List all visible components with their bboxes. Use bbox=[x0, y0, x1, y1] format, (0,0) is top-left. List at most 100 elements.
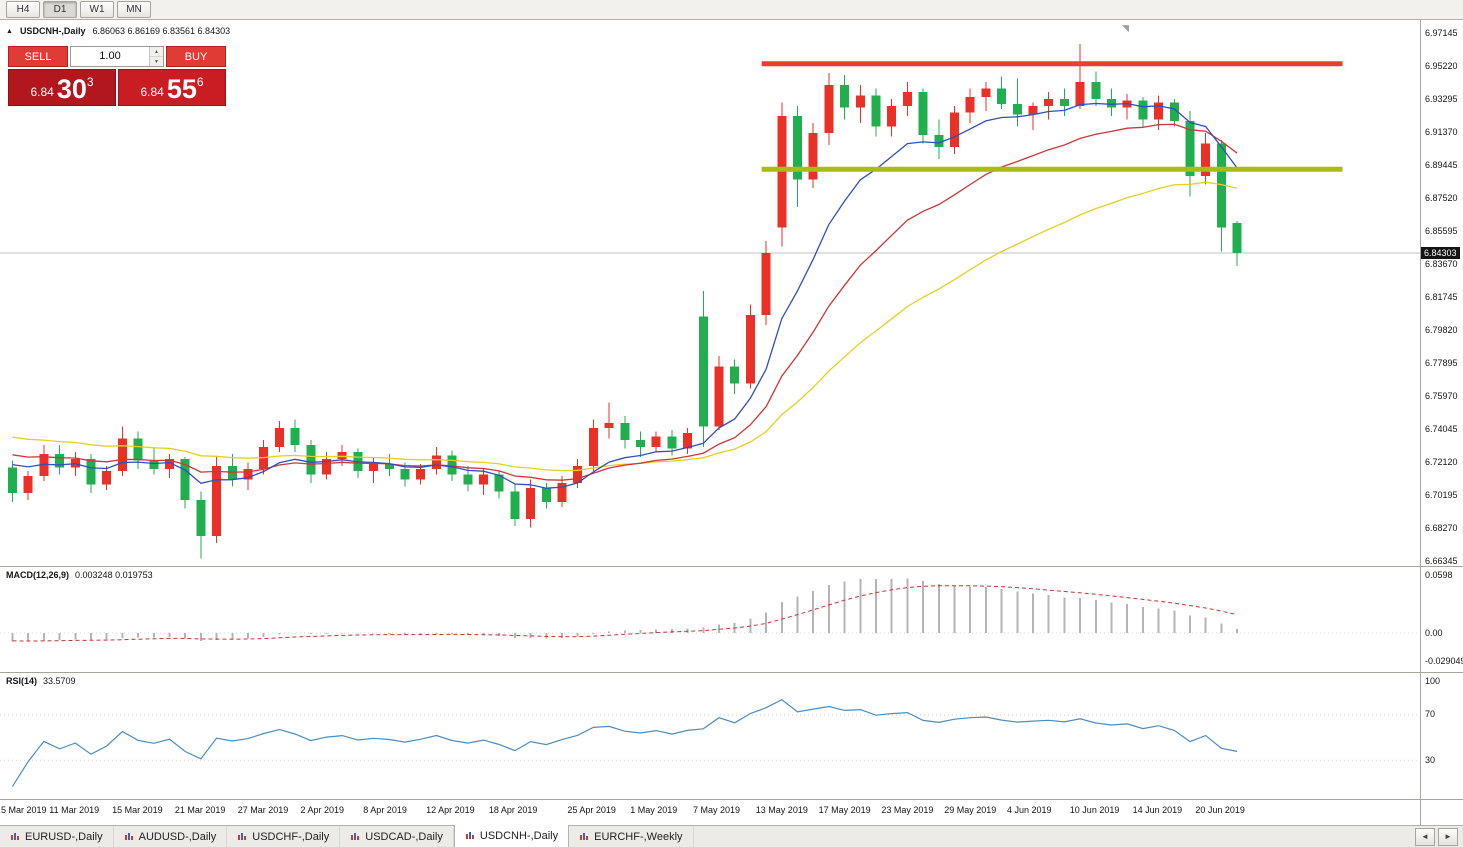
price-axis-label: 6.87520 bbox=[1425, 192, 1458, 203]
buy-button[interactable]: BUY bbox=[166, 46, 226, 67]
volume-down-icon[interactable]: ▼ bbox=[150, 57, 163, 66]
tab-scroll-right-icon[interactable]: ► bbox=[1438, 827, 1458, 846]
chart-tab-icon bbox=[11, 832, 19, 840]
candle-body bbox=[102, 470, 112, 485]
chart-tab-label: EURCHF-,Weekly bbox=[594, 830, 683, 843]
chart-tab-usdchf[interactable]: USDCHF-,Daily bbox=[227, 826, 341, 847]
rsi-line[interactable] bbox=[11, 698, 1238, 787]
chart-tab-usdcnh[interactable]: USDCNH-,Daily bbox=[453, 825, 570, 847]
main-chart-pane[interactable]: ▲ USDCNH-,Daily 6.86063 6.86169 6.83561 … bbox=[0, 20, 1420, 566]
sell-price-figure: 6.84 bbox=[30, 85, 54, 99]
date-axis-label: 11 Mar 2019 bbox=[49, 805, 100, 815]
candle-body bbox=[950, 112, 959, 147]
chart-ohlc-readout: 6.86063 6.86169 6.83561 6.84303 bbox=[92, 26, 231, 36]
candle-body bbox=[384, 464, 394, 470]
buy-price-figure: 6.84 bbox=[140, 85, 164, 99]
buy-price-point: 6 bbox=[196, 75, 204, 89]
pane-divider[interactable] bbox=[0, 672, 1463, 673]
macd-histogram[interactable] bbox=[11, 578, 1239, 642]
tab-scroll-left-icon[interactable]: ◄ bbox=[1415, 827, 1435, 846]
volume-up-icon[interactable]: ▲ bbox=[150, 47, 163, 57]
macd-axis-label: 0.00 bbox=[1425, 627, 1443, 638]
chart-tab-label: EURUSD-,Daily bbox=[25, 830, 103, 843]
timeframe-button-h4[interactable]: H4 bbox=[6, 1, 40, 18]
ma-line-mid[interactable] bbox=[12, 123, 1238, 481]
candle-body bbox=[1185, 121, 1195, 177]
price-axis-label: 6.89445 bbox=[1425, 159, 1458, 170]
candle-body bbox=[149, 460, 159, 470]
volume-input[interactable]: 1.00 bbox=[99, 50, 121, 62]
candle-body bbox=[557, 482, 567, 502]
one-click-trading-panel: SELL 1.00 ▲ ▼ BUY 6.84 30 3 6.84 bbox=[8, 46, 226, 106]
timeframe-button-mn[interactable]: MN bbox=[117, 1, 151, 18]
candle-body bbox=[1201, 143, 1211, 177]
candle-body bbox=[541, 488, 551, 502]
candle-body bbox=[808, 133, 818, 180]
symbol-marker-icon: ▲ bbox=[6, 27, 13, 35]
rsi-indicator-pane[interactable]: RSI(14) 33.5709 bbox=[0, 673, 1420, 799]
timeframe-toolbar: H4 D1 W1 MN bbox=[0, 0, 1463, 20]
date-axis-label: 10 Jun 2019 bbox=[1069, 805, 1120, 815]
chart-tab-icon bbox=[465, 832, 474, 839]
chart-tab-audusd[interactable]: AUDUSD-,Daily bbox=[114, 826, 228, 847]
candle-body bbox=[133, 438, 143, 461]
candle-body bbox=[86, 458, 96, 485]
price-axis-label: 6.72120 bbox=[1425, 456, 1458, 467]
candle-body bbox=[1216, 143, 1226, 228]
candle-body bbox=[1107, 98, 1116, 108]
candle-body bbox=[730, 366, 740, 384]
rsi-value: 33.5709 bbox=[43, 676, 76, 686]
date-axis-label: 29 May 2019 bbox=[944, 805, 997, 815]
candle-body bbox=[180, 458, 190, 501]
candle-body bbox=[588, 428, 598, 466]
sell-price-button[interactable]: 6.84 30 3 bbox=[8, 69, 116, 106]
candle-body bbox=[997, 88, 1007, 105]
timeframe-button-d1[interactable]: D1 bbox=[43, 1, 77, 18]
chart-tab-eurusd[interactable]: EURUSD-,Daily bbox=[0, 826, 114, 847]
candle-body bbox=[117, 438, 127, 471]
candle-body bbox=[322, 458, 331, 475]
chart-tab-eurchf[interactable]: EURCHF-,Weekly bbox=[569, 826, 694, 847]
candle-body bbox=[1169, 102, 1179, 122]
candle-body bbox=[431, 455, 441, 470]
sell-button[interactable]: SELL bbox=[8, 46, 68, 67]
candle-body bbox=[824, 85, 834, 134]
candlestick-series[interactable] bbox=[8, 44, 1242, 559]
date-axis-label: 4 Jun 2019 bbox=[1007, 805, 1052, 815]
macd-indicator-pane[interactable]: MACD(12,26,9) 0.003248 0.019753 bbox=[0, 567, 1420, 672]
chart-tab-icon bbox=[238, 832, 247, 840]
candle-body bbox=[651, 436, 661, 447]
price-axis-label: 6.68270 bbox=[1425, 522, 1458, 533]
chart-header: ▲ USDCNH-,Daily 6.86063 6.86169 6.83561 … bbox=[6, 26, 230, 36]
macd-label: MACD(12,26,9) bbox=[6, 570, 70, 580]
candle-body bbox=[510, 491, 520, 519]
date-axis-label: 8 Apr 2019 bbox=[363, 805, 407, 815]
macd-axis-label: 0.0598 bbox=[1425, 569, 1453, 580]
macd-values: 0.003248 0.019753 bbox=[75, 570, 153, 580]
ma-line-fast[interactable] bbox=[12, 102, 1238, 489]
candle-body bbox=[777, 116, 787, 228]
candle-body bbox=[871, 95, 881, 127]
macd-signal-line[interactable] bbox=[12, 585, 1238, 642]
candle-body bbox=[965, 97, 975, 113]
buy-price-button[interactable]: 6.84 55 6 bbox=[118, 69, 226, 106]
price-axis-label: 6.83670 bbox=[1425, 258, 1458, 269]
candle-body bbox=[902, 92, 912, 106]
chart-tab-usdcad[interactable]: USDCAD-,Daily bbox=[340, 826, 454, 847]
candle-body bbox=[165, 458, 174, 470]
price-axis-label: 6.74045 bbox=[1425, 423, 1458, 434]
timeframe-button-w1[interactable]: W1 bbox=[80, 1, 114, 18]
candle-body bbox=[274, 428, 284, 447]
candle-body bbox=[934, 134, 944, 147]
date-axis-label: 23 May 2019 bbox=[881, 805, 934, 815]
pane-divider bbox=[0, 799, 1463, 800]
pane-divider[interactable] bbox=[0, 566, 1463, 567]
chart-shift-marker-icon[interactable]: ◥ bbox=[1122, 23, 1129, 33]
ma-line-slow[interactable] bbox=[12, 181, 1238, 472]
chart-tab-icon bbox=[351, 832, 360, 840]
candle-body bbox=[1154, 102, 1164, 120]
candle-body bbox=[1028, 105, 1038, 115]
candle-body bbox=[1044, 98, 1054, 106]
candle-body bbox=[620, 422, 630, 441]
date-axis-label: 17 May 2019 bbox=[818, 805, 871, 815]
